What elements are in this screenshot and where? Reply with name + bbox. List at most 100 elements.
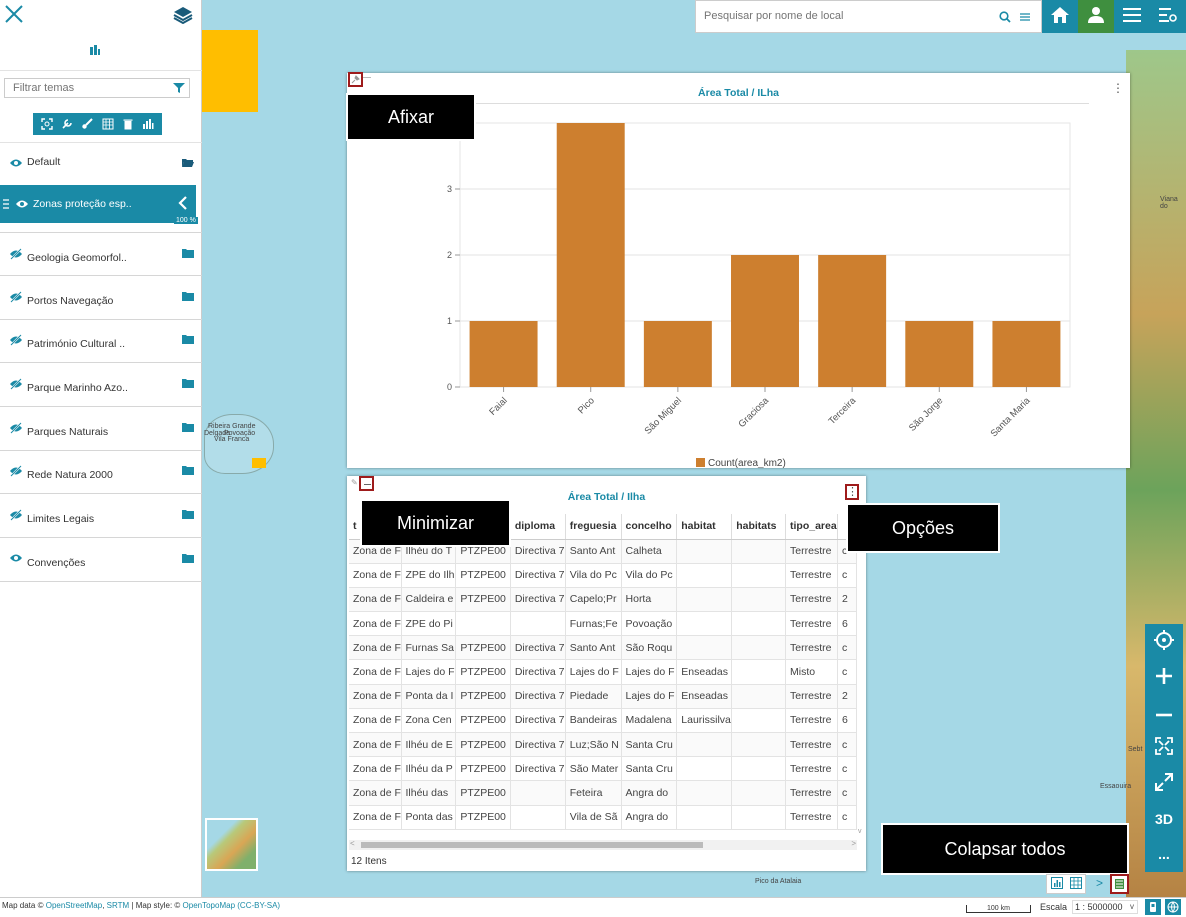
column-header[interactable]: habitat bbox=[676, 514, 733, 540]
link-license[interactable]: (CC-BY-SA) bbox=[237, 901, 281, 910]
folder-open-icon[interactable] bbox=[182, 158, 194, 168]
table-tab-icon[interactable] bbox=[1069, 876, 1082, 892]
table-row[interactable]: Zona de F Ilhéu do T PTZPE00 Directiva 7 San… bbox=[349, 539, 857, 564]
user-button[interactable] bbox=[1078, 0, 1114, 33]
eye-slash-icon[interactable] bbox=[9, 248, 23, 260]
eye-slash-icon[interactable] bbox=[9, 334, 23, 346]
more-button[interactable]: ... bbox=[1158, 846, 1170, 863]
zoom-to-layer-icon[interactable] bbox=[40, 117, 54, 131]
folder-icon[interactable] bbox=[182, 509, 194, 519]
table-row[interactable]: Zona de F Caldeira e PTZPE00 Directiva 7 Cap… bbox=[349, 587, 857, 613]
opacity-slider[interactable] bbox=[4, 221, 174, 222]
collapse-all-button[interactable] bbox=[1110, 874, 1129, 894]
layer-item-portos[interactable]: Portos Navegação bbox=[0, 276, 202, 320]
map-theme-icon[interactable] bbox=[89, 44, 101, 56]
folder-icon[interactable] bbox=[182, 334, 194, 344]
pin-button[interactable] bbox=[348, 72, 363, 87]
chevron-left-icon[interactable] bbox=[178, 196, 188, 210]
column-header[interactable]: tipo_areas bbox=[785, 514, 839, 540]
3d-button[interactable]: 3D bbox=[1155, 810, 1173, 827]
layer-item-geologia[interactable]: Geologia Geomorfol.. bbox=[0, 232, 202, 276]
layer-item-parque-marinho[interactable]: Parque Marinho Azo.. bbox=[0, 363, 202, 407]
minimize-button[interactable] bbox=[359, 476, 374, 491]
list-icon[interactable] bbox=[1019, 11, 1031, 23]
fullscreen-button[interactable] bbox=[1145, 766, 1183, 801]
trash-icon[interactable] bbox=[121, 117, 135, 131]
scale-select[interactable]: 1 : 5000000 v bbox=[1072, 900, 1138, 914]
layer-item-parques-naturais[interactable]: Parques Naturais bbox=[0, 407, 202, 451]
layer-item-limites-legais[interactable]: Limites Legais bbox=[0, 494, 202, 538]
eye-icon[interactable] bbox=[9, 553, 23, 563]
layer-item-default[interactable]: Default bbox=[0, 143, 202, 187]
zoom-out-button[interactable] bbox=[1145, 695, 1183, 730]
layer-item-zonas-protecao[interactable]: Zonas proteção esp.. bbox=[0, 185, 196, 223]
wrench-icon[interactable] bbox=[60, 117, 74, 131]
table-row[interactable]: Zona de F Ilhéu de E PTZPE00 Directiva 7 Luz… bbox=[349, 732, 857, 758]
link-opentopomap[interactable]: OpenTopoMap bbox=[182, 901, 236, 910]
scrollbar-thumb[interactable] bbox=[361, 842, 703, 848]
map-feature-yellow[interactable] bbox=[202, 30, 258, 112]
globe-button[interactable] bbox=[1165, 899, 1181, 915]
eye-slash-icon[interactable] bbox=[9, 378, 23, 390]
chevron-right-icon[interactable]: > bbox=[1096, 876, 1104, 890]
folder-icon[interactable] bbox=[182, 248, 194, 258]
zoom-extent-button[interactable] bbox=[1145, 730, 1183, 765]
column-header[interactable]: habitats bbox=[731, 514, 787, 540]
chart-tab-icon[interactable] bbox=[1050, 876, 1063, 892]
scroll-left-icon[interactable]: < bbox=[350, 839, 355, 848]
folder-icon[interactable] bbox=[182, 553, 194, 563]
bar-chart-icon[interactable] bbox=[141, 117, 155, 131]
funnel-icon[interactable] bbox=[173, 82, 185, 94]
options-button[interactable]: ⋮ bbox=[845, 484, 859, 500]
menu-button[interactable] bbox=[1114, 0, 1150, 33]
table-row[interactable]: Zona de F Ponta da I PTZPE00 Directiva 7 Pie… bbox=[349, 684, 857, 709]
home-button[interactable] bbox=[1042, 0, 1078, 33]
layers-icon[interactable] bbox=[173, 6, 193, 25]
table-row[interactable]: Zona de F Lajes do F PTZPE00 Directiva 7 Laj… bbox=[349, 659, 857, 685]
column-header[interactable]: concelho bbox=[621, 514, 678, 540]
drag-handle-icon[interactable] bbox=[3, 199, 9, 209]
table-row[interactable]: Zona de F ZPE do Ilh PTZPE00 Directiva 7 Vil… bbox=[349, 563, 857, 588]
filter-themes-field[interactable] bbox=[4, 78, 190, 98]
eye-slash-icon[interactable] bbox=[9, 291, 23, 303]
attribute-table-viewport[interactable]: t diploma freguesia concelho habitat habitats… bbox=[349, 514, 857, 836]
layer-item-convencoes[interactable]: Convenções bbox=[0, 538, 202, 582]
locate-button[interactable] bbox=[1145, 624, 1183, 659]
table-row[interactable]: Zona de F Zona Cen PTZPE00 Directiva 7 Bande… bbox=[349, 708, 857, 734]
overview-minimap[interactable] bbox=[205, 818, 258, 871]
link-openstreetmap[interactable]: OpenStreetMap bbox=[45, 901, 103, 910]
table-row[interactable]: Zona de F ZPE do Pi Furnas;Fe Povoação Terre… bbox=[349, 611, 857, 637]
folder-icon[interactable] bbox=[182, 465, 194, 475]
layer-item-patrimonio[interactable]: Património Cultural .. bbox=[0, 319, 202, 363]
eye-slash-icon[interactable] bbox=[9, 509, 23, 521]
map-feature-yellow-small[interactable] bbox=[252, 458, 266, 468]
scroll-down-icon[interactable]: v bbox=[858, 828, 862, 835]
minimize-line-icon[interactable] bbox=[363, 77, 371, 78]
table-row[interactable]: Zona de F Ilhéu da P PTZPE00 Directiva 7 São… bbox=[349, 756, 857, 782]
eye-icon[interactable] bbox=[15, 199, 29, 209]
eye-slash-icon[interactable] bbox=[9, 465, 23, 477]
link-srtm[interactable]: SRTM bbox=[106, 901, 130, 910]
column-header[interactable]: diploma bbox=[510, 514, 566, 540]
pin-icon[interactable]: ✎ bbox=[351, 478, 358, 487]
column-header[interactable]: freguesia bbox=[565, 514, 622, 540]
layer-item-rede-natura[interactable]: Rede Natura 2000 bbox=[0, 450, 202, 494]
scroll-right-icon[interactable]: > bbox=[851, 839, 856, 848]
folder-icon[interactable] bbox=[182, 291, 194, 301]
search-icon[interactable] bbox=[999, 11, 1011, 23]
folder-icon[interactable] bbox=[182, 378, 194, 388]
table-row[interactable]: Zona de F Ilhéu das PTZPE00 Feteira Angra do… bbox=[349, 780, 857, 806]
folder-icon[interactable] bbox=[182, 422, 194, 432]
horizontal-scrollbar[interactable]: < > bbox=[349, 839, 857, 850]
zoom-in-button[interactable] bbox=[1145, 659, 1183, 694]
more-vertical-icon[interactable]: ⋮ bbox=[1112, 81, 1124, 95]
table-row[interactable]: Zona de F Furnas Sa PTZPE00 Directiva 7 Sant… bbox=[349, 635, 857, 661]
table-icon[interactable] bbox=[101, 117, 115, 131]
close-icon[interactable] bbox=[4, 4, 24, 24]
eye-slash-icon[interactable] bbox=[9, 422, 23, 434]
place-search-input[interactable] bbox=[696, 1, 976, 31]
filter-themes-input[interactable] bbox=[5, 79, 165, 97]
eye-icon[interactable] bbox=[9, 158, 23, 168]
settings-button[interactable] bbox=[1150, 0, 1186, 33]
location-button[interactable] bbox=[1145, 899, 1161, 915]
